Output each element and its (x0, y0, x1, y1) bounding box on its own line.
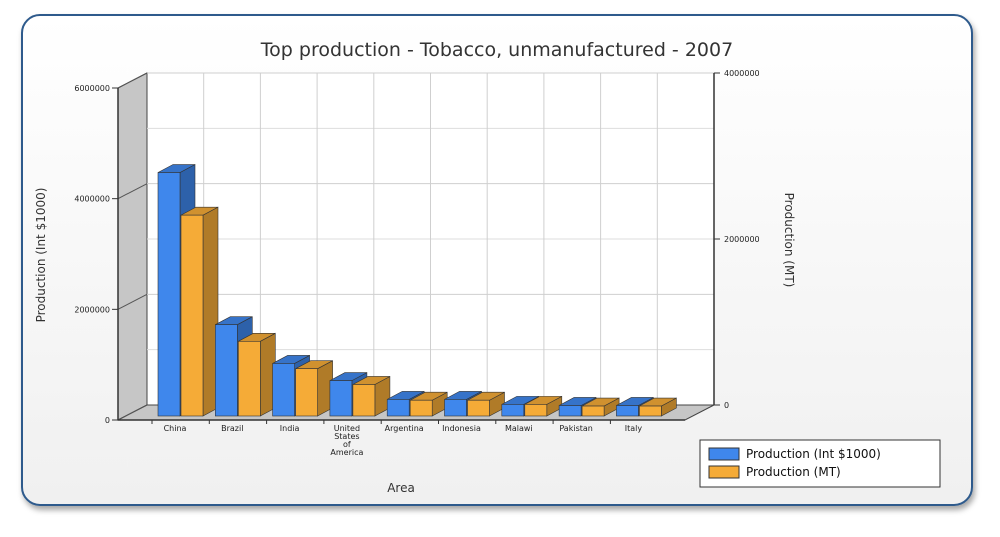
y-left-tick-label: 2000000 (74, 305, 110, 314)
y-right-tick-label: 2000000 (724, 235, 760, 244)
category-labels: China Brazil India United States of America Arg… (151, 420, 643, 457)
y-axis-right-title: Production (MT) (782, 193, 796, 288)
bar-series-1-5-front (444, 399, 467, 417)
x-axis-title: Area (387, 481, 415, 495)
chart-title: Top production - Tobacco, unmanufactured… (260, 39, 733, 61)
bar-series-2-8 (639, 397, 677, 417)
x-tick-label: China (164, 424, 187, 433)
legend-swatch-series-2 (708, 465, 740, 479)
left-wall-tick-line (117, 183, 148, 200)
legend-label-series-1: Production (Int $1000) (746, 447, 881, 461)
bar-series-2-8-front (639, 405, 662, 417)
legend-swatch-series-1 (708, 447, 740, 461)
left-wall-tick-line (117, 72, 148, 89)
bar-series-2-3 (352, 375, 391, 417)
x-tick-label: Pakistan (559, 424, 593, 433)
y-right-tick-label: 0 (724, 401, 729, 410)
bar-series-1-8-front (616, 405, 639, 417)
x-tick-label: Indonesia (442, 424, 481, 433)
x-tick-label: India (280, 424, 300, 433)
bar-series-1-6-front (501, 404, 525, 417)
x-tick-label-line: Pakistan (559, 424, 593, 433)
left-wall-tick-line (117, 404, 148, 421)
left-side-wall (117, 72, 148, 421)
bar-series-2-3-front (352, 384, 376, 417)
legend-box (699, 439, 941, 488)
bar-series-2-1-front (238, 340, 261, 417)
gridlines (117, 72, 715, 421)
bar-series-2-4-front (409, 399, 433, 417)
y-left-tick-label: 6000000 (74, 84, 110, 93)
x-tick-label-line: India (280, 424, 300, 433)
bar-series-2-4 (409, 391, 448, 417)
x-tick-label: Malawi (505, 424, 533, 433)
bar-series-1-3-front (329, 380, 353, 417)
axes: 0 2000000 4000000 6000000 0 2000000 4000000 (74, 69, 759, 425)
bar-series-2-5 (467, 391, 505, 417)
x-tick-label-line: of (343, 440, 351, 449)
x-tick-label-line: Brazil (221, 424, 243, 433)
x-tick-label: United States of America (330, 424, 363, 457)
x-tick-label: Italy (625, 424, 643, 433)
x-tick-label: Argentina (385, 424, 424, 433)
bar-series-2-7 (581, 397, 620, 417)
x-tick-label-line: Italy (625, 424, 643, 433)
bar-series-1-4-front (386, 399, 410, 417)
legend: Production (Int $1000) Production (MT) (699, 439, 941, 488)
y-axis-left-title: Production (Int $1000) (34, 188, 48, 323)
x-tick-label-line: Indonesia (442, 424, 481, 433)
bar-series-2-2-front (295, 368, 318, 417)
y-left-tick-label: 0 (105, 416, 110, 425)
legend-label-series-2: Production (MT) (746, 465, 841, 479)
x-tick-label-line: America (330, 448, 363, 457)
x-tick-label-line: States (334, 432, 359, 441)
bar-series-2-0-front (180, 214, 204, 417)
x-tick-label-line: Malawi (505, 424, 533, 433)
bar-series-2-5-front (467, 399, 490, 417)
x-tick-label: Brazil (221, 424, 243, 433)
bar-series-1-0-front (157, 172, 181, 417)
left-wall-tick-line (117, 293, 148, 310)
bar-series-2-1 (238, 332, 276, 417)
x-tick-label-line: China (164, 424, 187, 433)
bars (157, 164, 677, 417)
y-left-tick-label: 4000000 (74, 195, 110, 204)
bar-series-1-7-front (558, 405, 582, 417)
bar-series-2-6-front (524, 404, 548, 417)
bar-series-2-7-front (581, 405, 605, 417)
x-tick-label-line: United (334, 424, 360, 433)
y-right-tick-label: 4000000 (724, 69, 760, 78)
bar-series-2-0 (180, 206, 219, 417)
x-tick-label-line: Argentina (385, 424, 424, 433)
bar-series-1-1-front (215, 324, 238, 417)
bar-series-2-2 (295, 360, 333, 417)
bar-series-1-2-front (272, 363, 295, 417)
